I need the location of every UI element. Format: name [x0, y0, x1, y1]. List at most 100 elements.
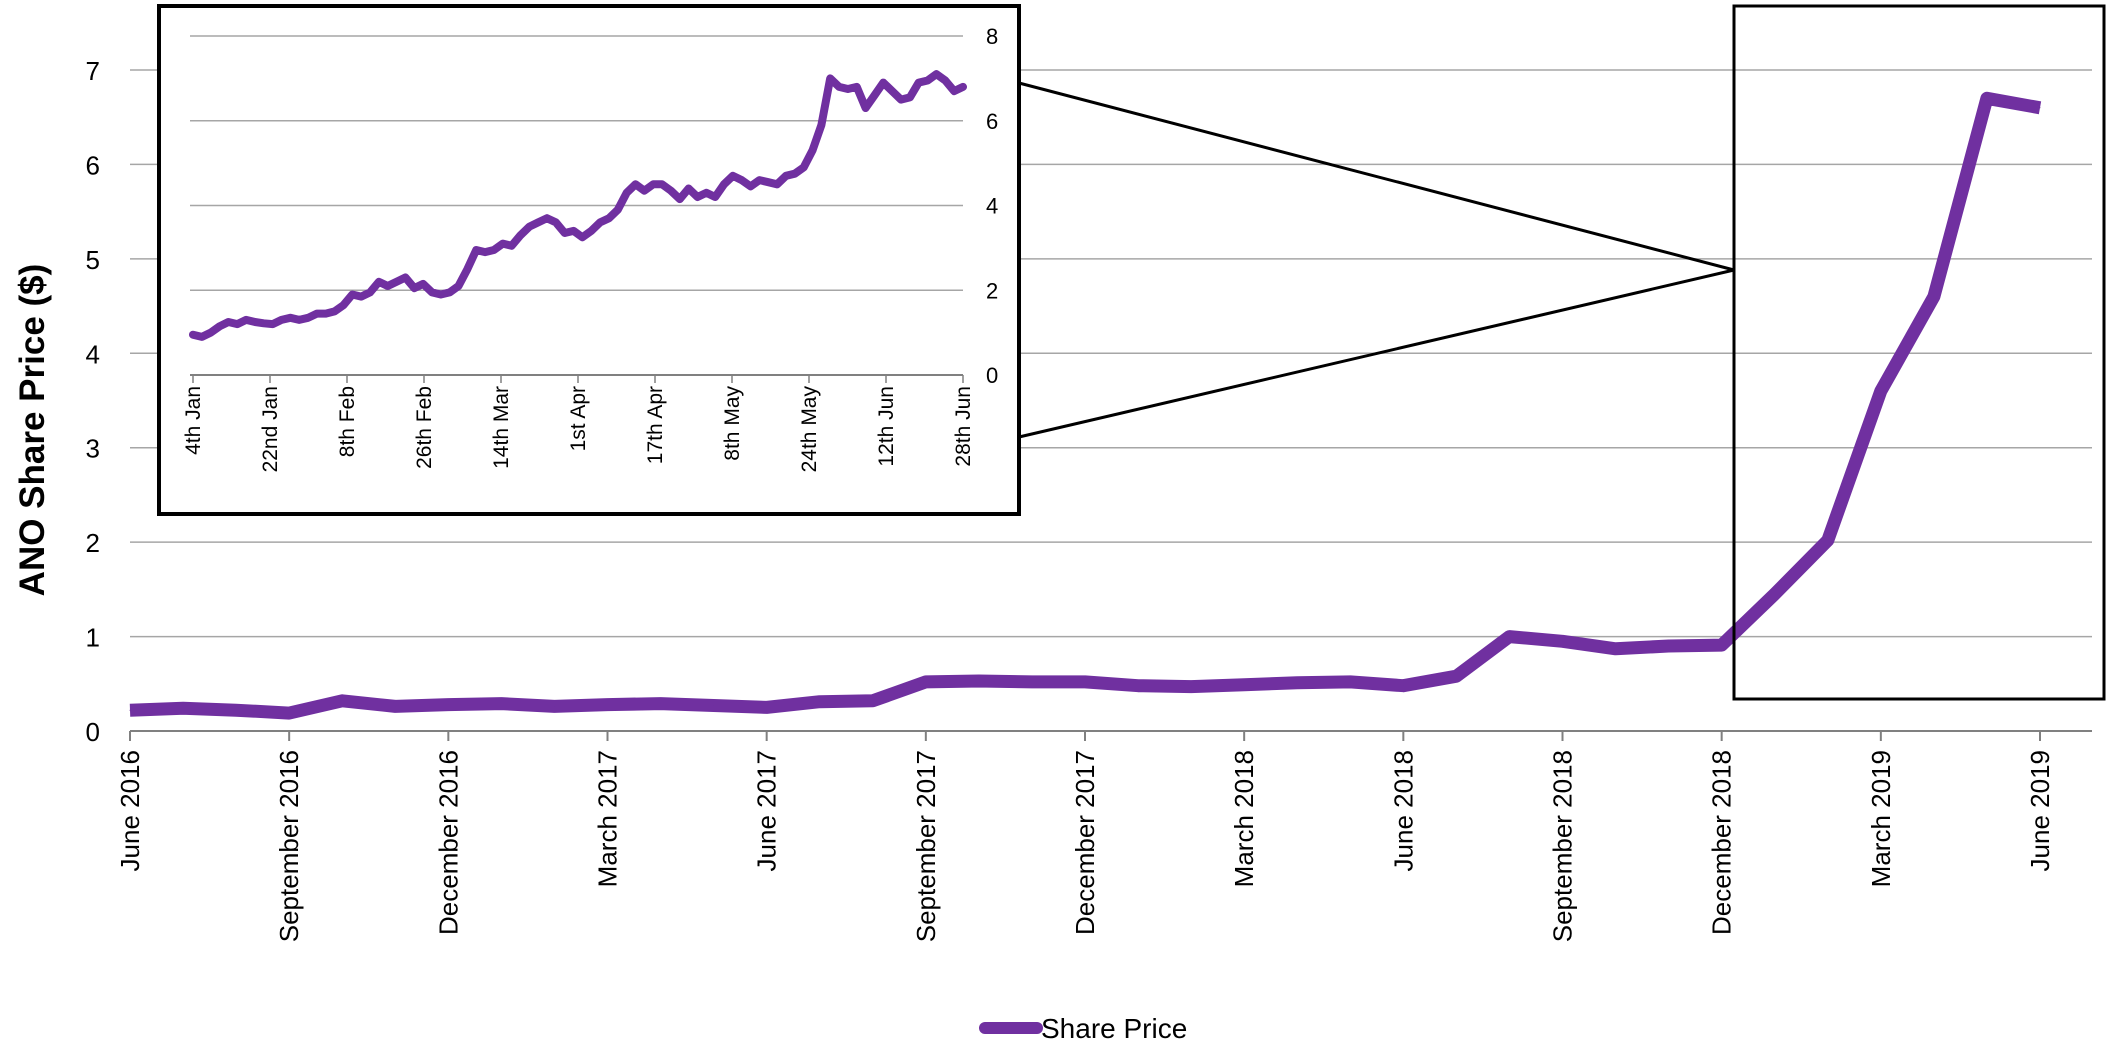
inset-x-tick-label: 12th Jun	[875, 386, 898, 467]
inset-data-point	[962, 86, 964, 88]
main-y-tick-label: 5	[86, 245, 100, 275]
main-data-point	[1190, 686, 1192, 688]
inset-data-point	[307, 317, 309, 319]
inset-y-tick-label: 4	[986, 194, 998, 219]
inset-x-tick-label: 28th Jun	[952, 386, 975, 467]
main-data-point	[1402, 685, 1404, 687]
inset-data-point	[440, 293, 442, 295]
main-data-point	[872, 700, 874, 702]
main-data-point	[713, 705, 715, 707]
main-series	[129, 91, 2042, 720]
main-data-point	[607, 704, 608, 706]
inset-data-point	[635, 183, 637, 185]
main-y-tick-label: 6	[86, 150, 100, 180]
inset-data-point	[342, 304, 344, 306]
inset-data-point	[369, 291, 371, 293]
inset-data-point	[944, 79, 946, 81]
main-data-point	[978, 680, 980, 682]
inset-data-point	[882, 82, 884, 84]
inset-data-point	[590, 230, 592, 232]
main-data-point	[1986, 97, 1988, 99]
inset-data-point	[750, 185, 752, 187]
main-data-point	[182, 707, 184, 709]
inset-series	[189, 70, 967, 341]
main-data-point	[1880, 390, 1882, 392]
inset-data-point	[519, 234, 521, 236]
inset-data-point	[404, 277, 406, 279]
inset-y-tick-labels: 0 2 4 6 8	[986, 24, 998, 388]
inset-x-tick-label: 1st Apr	[567, 386, 590, 451]
main-data-point	[819, 701, 821, 703]
inset-data-point	[281, 319, 283, 321]
inset-data-point	[422, 283, 424, 285]
main-data-point	[394, 705, 396, 707]
main-x-tick-label: December 2016	[433, 750, 463, 935]
main-data-point	[500, 703, 502, 705]
main-data-point	[766, 706, 768, 708]
zoom-connector-lower	[1018, 268, 1735, 439]
inset-data-point	[396, 281, 398, 283]
inset-y-tick-label: 8	[986, 24, 998, 49]
main-data-point	[129, 709, 131, 711]
inset-data-point	[873, 94, 875, 96]
inset-data-point	[723, 183, 725, 185]
inset-data-point	[546, 217, 548, 219]
main-x-tick-label: March 2019	[1866, 750, 1896, 887]
main-data-point	[1508, 636, 1510, 638]
main-x-tick-label: June 2019	[2025, 750, 2055, 871]
inset-data-point	[865, 107, 867, 109]
inset-data-point	[537, 221, 539, 223]
zoom-connector-upper	[1018, 81, 1735, 272]
inset-data-point	[617, 209, 619, 211]
inset-data-point	[581, 236, 583, 238]
main-x-tick-label: December 2017	[1070, 750, 1100, 935]
inset-data-point	[458, 285, 460, 287]
inset-data-point	[449, 291, 451, 293]
main-data-point	[1668, 645, 1670, 647]
main-x-tick-label: December 2018	[1707, 750, 1737, 935]
inset-data-point	[484, 251, 486, 253]
inset-data-point	[219, 325, 221, 327]
main-data-point	[1562, 640, 1563, 642]
main-data-point	[447, 704, 449, 706]
inset-data-point	[272, 323, 274, 325]
main-y-tick-label: 1	[86, 623, 100, 653]
main-y-tick-label: 0	[86, 717, 100, 747]
main-data-point	[1296, 682, 1298, 684]
inset-data-point	[564, 232, 566, 234]
inset-data-point	[670, 190, 672, 192]
main-data-point	[553, 705, 555, 707]
inset-data-point	[679, 198, 681, 200]
inset-data-point	[351, 293, 353, 295]
main-y-tick-label: 3	[86, 434, 100, 464]
main-data-point	[235, 709, 237, 711]
inset-data-point	[935, 73, 937, 75]
inset-data-point	[661, 183, 663, 185]
inset-x-tick-label: 8th May	[721, 386, 744, 461]
inset-data-point	[227, 321, 229, 323]
inset-data-point	[776, 183, 778, 185]
inset-data-point	[714, 196, 716, 198]
inset-data-point	[236, 323, 238, 325]
main-x-tick-label: September 2017	[911, 750, 941, 942]
inset-data-point	[900, 99, 902, 101]
inset-data-point	[767, 181, 769, 183]
inset-data-point	[643, 190, 645, 192]
main-data-point	[1349, 681, 1351, 683]
inset-data-point	[652, 183, 654, 185]
inset-data-point	[431, 291, 433, 293]
inset-data-point	[245, 319, 247, 321]
legend: Share Price	[979, 1013, 1187, 1044]
main-x-tick-label: June 2016	[115, 750, 145, 871]
legend-label: Share Price	[1041, 1013, 1187, 1043]
main-y-tick-labels: 0 1 2 3 4 5 6 7	[86, 56, 100, 747]
y-axis-title: ANO Share Price ($)	[13, 264, 52, 597]
inset-data-point	[298, 319, 300, 321]
inset-data-point	[696, 196, 698, 198]
inset-data-point	[316, 313, 318, 315]
inset-data-point	[466, 268, 468, 270]
main-data-point	[925, 681, 927, 683]
main-x-tick-label: September 2016	[274, 750, 304, 942]
main-data-point	[288, 712, 290, 714]
inset-x-tick-label: 22nd Jan	[259, 386, 282, 472]
